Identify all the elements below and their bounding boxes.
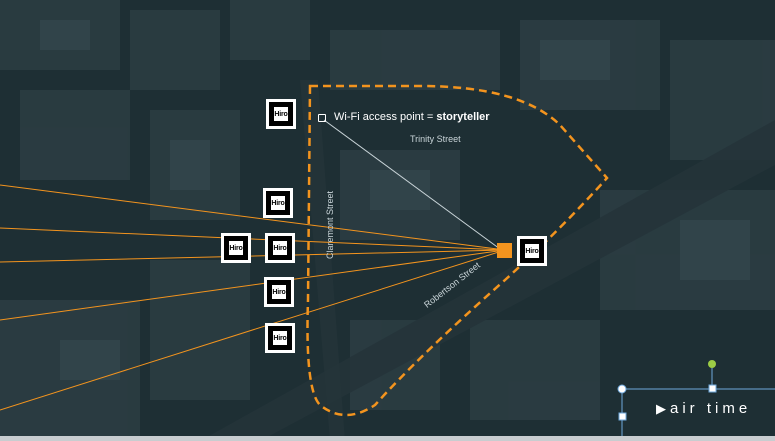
hiro-marker-router[interactable]: Hiro	[517, 236, 547, 266]
hiro-marker-4[interactable]: Hiro	[265, 233, 295, 263]
hiro-marker-5[interactable]: Hiro	[264, 277, 294, 307]
hiro-marker-6[interactable]: Hiro	[265, 323, 295, 353]
hiro-marker-text: Hiro	[273, 245, 287, 252]
hiro-marker-text: Hiro	[229, 245, 243, 252]
hiro-marker-3[interactable]: Hiro	[221, 233, 251, 263]
router-marker[interactable]	[497, 243, 512, 258]
wifi-access-point-label: Wi-Fi access point = storyteller	[334, 111, 490, 123]
play-icon: ▶	[656, 401, 666, 416]
hiro-marker-text: Hiro	[273, 335, 287, 342]
hiro-marker-text: Hiro	[272, 289, 286, 296]
air-time-button[interactable]: ▶ air time	[656, 400, 751, 417]
hiro-marker-2[interactable]: Hiro	[263, 188, 293, 218]
wifi-access-point-node	[318, 114, 326, 122]
wifi-label-prefix: Wi-Fi access point =	[334, 111, 437, 123]
hiro-marker-1[interactable]: Hiro	[266, 99, 296, 129]
street-label-trinity: Trinity Street	[410, 134, 461, 144]
street-label-claremont: Claremont Street	[325, 190, 336, 260]
air-time-label: air time	[670, 400, 752, 417]
wifi-network-name: storyteller	[436, 111, 490, 123]
hiro-marker-text: Hiro	[525, 248, 539, 255]
hiro-marker-text: Hiro	[274, 111, 288, 118]
hiro-marker-text: Hiro	[271, 200, 285, 207]
